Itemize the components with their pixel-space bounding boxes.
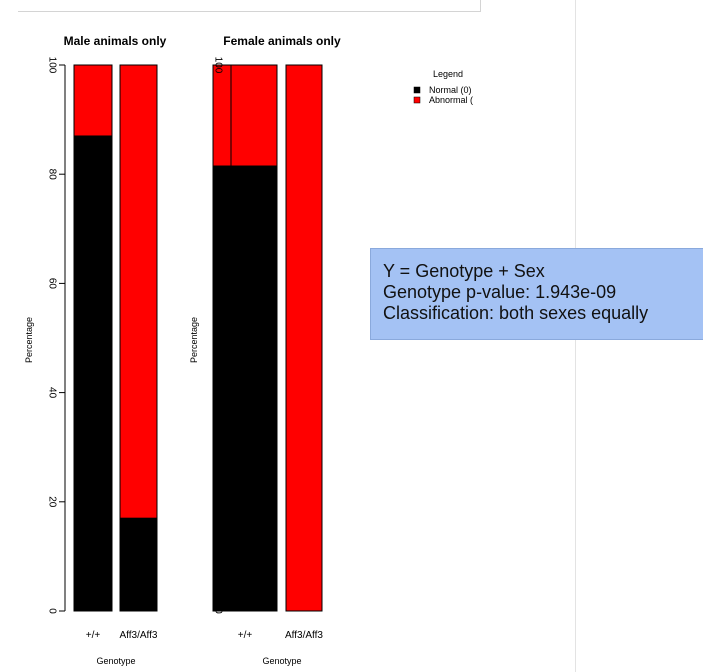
legend-title: Legend xyxy=(433,69,463,79)
bar-1-1-normal xyxy=(73,135,113,612)
chart-title-1: Male animals only xyxy=(64,34,167,48)
y-tick-label-2-5: 100 xyxy=(212,57,223,74)
y-tick-label-2-0: 0 xyxy=(212,608,223,614)
bar-2-2-abnormal xyxy=(285,64,323,612)
y-axis-label-2: Percentage xyxy=(189,317,199,363)
y-tick-label-1-4: 80 xyxy=(46,169,57,181)
frame-top-border xyxy=(18,0,481,12)
y-tick-label-2-3: 60 xyxy=(212,278,223,290)
y-axis-label-1: Percentage xyxy=(24,317,34,363)
x-axis-label-2: Genotype xyxy=(262,656,301,666)
bar-1-2-normal xyxy=(119,517,158,612)
classification-text: Classification: both sexes equally xyxy=(383,303,649,323)
legend-swatch-1 xyxy=(413,86,421,94)
y-tick-label-2-1: 20 xyxy=(212,496,223,508)
y-tick-label-1-1: 20 xyxy=(46,496,57,508)
chart-title-2: Female animals only xyxy=(223,34,341,48)
bar-1-1-abnormal xyxy=(73,64,113,137)
x-tick-label-1-1: +/+ xyxy=(86,630,101,641)
x-tick-label-2-2: Aff3/Aff3 xyxy=(285,630,323,641)
y-tick-label-1-5: 100 xyxy=(46,57,57,74)
statistics-box: Y = Genotype + Sex Genotype p-value: 1.9… xyxy=(370,248,703,340)
y-tick-label-1-0: 0 xyxy=(46,608,57,614)
y-tick-label-2-4: 80 xyxy=(212,169,223,181)
y-tick-label-1-3: 60 xyxy=(46,278,57,290)
legend-swatch-2 xyxy=(413,96,421,104)
bar-1-2-abnormal xyxy=(119,64,158,519)
y-tick-label-1-2: 40 xyxy=(46,387,57,399)
legend-label-2: Abnormal ( xyxy=(429,95,473,105)
model-formula: Y = Genotype + Sex xyxy=(383,261,545,281)
bar-2-1-abnormal xyxy=(212,64,278,167)
legend-label-1: Normal (0) xyxy=(429,85,472,95)
x-tick-label-1-2: Aff3/Aff3 xyxy=(120,630,158,641)
genotype-pvalue: Genotype p-value: 1.943e-09 xyxy=(383,282,617,302)
x-axis-label-1: Genotype xyxy=(96,656,135,666)
x-tick-label-2-1: +/+ xyxy=(238,630,253,641)
y-tick-label-2-2: 40 xyxy=(212,387,223,399)
bar-2-1-normal xyxy=(212,165,278,612)
